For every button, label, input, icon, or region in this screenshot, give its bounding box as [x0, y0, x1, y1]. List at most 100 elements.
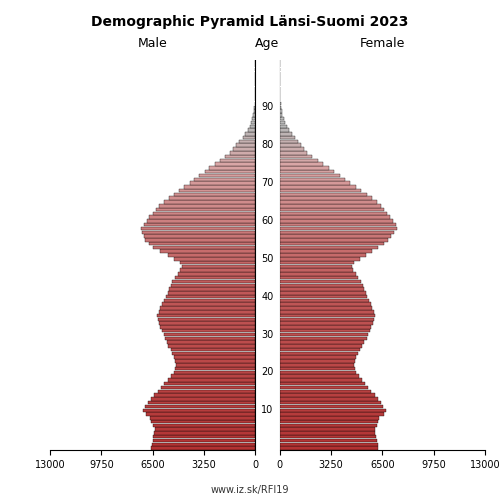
Bar [164, 382, 255, 386]
Bar [280, 314, 376, 318]
Bar [280, 276, 358, 280]
Bar [280, 230, 394, 234]
Bar [280, 336, 366, 340]
Text: Female: Female [360, 38, 405, 51]
Bar [280, 424, 377, 427]
Bar [280, 113, 282, 116]
Bar [176, 360, 255, 363]
Bar [220, 158, 255, 162]
Bar [280, 363, 354, 366]
Bar [280, 208, 384, 212]
Bar [280, 268, 353, 272]
Bar [280, 284, 362, 287]
Text: 10: 10 [262, 405, 274, 415]
Bar [147, 219, 255, 222]
Text: 20: 20 [262, 368, 274, 378]
Bar [280, 155, 312, 158]
Text: 70: 70 [262, 178, 274, 188]
Bar [280, 238, 388, 242]
Text: Age: Age [256, 38, 280, 51]
Bar [280, 170, 334, 173]
Bar [280, 352, 358, 355]
Bar [210, 166, 255, 170]
Bar [146, 404, 255, 408]
Bar [174, 192, 255, 196]
Bar [280, 166, 328, 170]
Text: Male: Male [138, 38, 168, 51]
Bar [280, 128, 289, 132]
Bar [280, 378, 362, 382]
Bar [252, 117, 255, 120]
Bar [280, 174, 340, 177]
Text: 30: 30 [262, 330, 274, 340]
Bar [172, 352, 255, 355]
Bar [280, 356, 356, 359]
Bar [154, 435, 255, 438]
Bar [194, 178, 255, 181]
Bar [159, 204, 255, 208]
Bar [280, 397, 378, 400]
Bar [280, 333, 368, 336]
Bar [280, 147, 304, 150]
Bar [150, 216, 255, 219]
Bar [184, 185, 255, 188]
Bar [280, 200, 377, 203]
Text: Demographic Pyramid Länsi-Suomi 2023: Demographic Pyramid Länsi-Suomi 2023 [92, 15, 408, 29]
Bar [215, 162, 255, 166]
Bar [233, 147, 255, 150]
Bar [170, 284, 255, 287]
Bar [164, 333, 255, 336]
Bar [280, 322, 373, 325]
Bar [164, 200, 255, 203]
Bar [155, 428, 255, 431]
Bar [280, 288, 364, 291]
Bar [230, 151, 255, 154]
Bar [280, 408, 386, 412]
Bar [246, 132, 255, 136]
Bar [280, 196, 372, 200]
Bar [280, 144, 301, 147]
Bar [280, 367, 355, 370]
Bar [176, 367, 255, 370]
Bar [280, 416, 379, 420]
Bar [280, 250, 372, 253]
Bar [280, 219, 392, 222]
Bar [280, 151, 307, 154]
Bar [280, 344, 362, 348]
Bar [280, 340, 364, 344]
Bar [158, 390, 255, 393]
Bar [151, 446, 255, 450]
Bar [174, 257, 255, 260]
Bar [148, 401, 255, 404]
Bar [180, 189, 255, 192]
Bar [280, 404, 383, 408]
Bar [254, 106, 255, 109]
Bar [204, 170, 255, 173]
Bar [280, 386, 368, 390]
Bar [280, 394, 374, 397]
Text: www.iz.sk/RFI19: www.iz.sk/RFI19 [211, 485, 289, 495]
Bar [280, 140, 298, 143]
Bar [150, 416, 255, 420]
Bar [253, 113, 255, 116]
Bar [178, 272, 255, 276]
Bar [170, 374, 255, 378]
Bar [280, 227, 398, 230]
Bar [280, 257, 359, 260]
Bar [158, 318, 255, 321]
Bar [159, 322, 255, 325]
Bar [151, 420, 255, 424]
Bar [199, 174, 255, 177]
Bar [280, 242, 384, 246]
Bar [280, 435, 376, 438]
Bar [170, 348, 255, 352]
Bar [280, 439, 377, 442]
Bar [154, 246, 255, 249]
Bar [280, 216, 390, 219]
Bar [162, 386, 255, 390]
Bar [168, 254, 255, 256]
Text: 40: 40 [262, 292, 274, 302]
Bar [236, 144, 255, 147]
Bar [280, 162, 323, 166]
Bar [152, 424, 255, 427]
